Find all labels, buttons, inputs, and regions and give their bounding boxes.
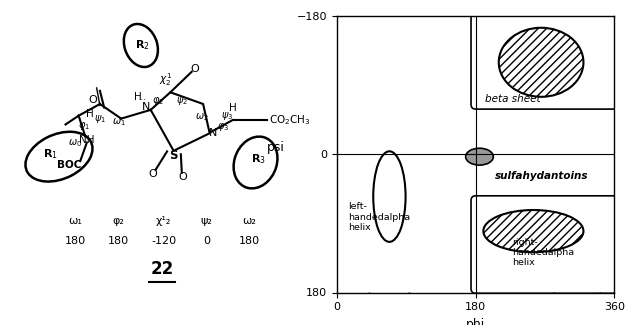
Text: 180: 180 xyxy=(107,237,129,246)
Text: 22: 22 xyxy=(151,260,174,278)
Text: O: O xyxy=(88,95,97,105)
Ellipse shape xyxy=(25,132,93,182)
Text: χ¹₂: χ¹₂ xyxy=(156,216,171,226)
Text: CO$_2$CH$_3$: CO$_2$CH$_3$ xyxy=(269,113,311,127)
Text: 180: 180 xyxy=(238,237,260,246)
Text: $\varphi_2$: $\varphi_2$ xyxy=(152,95,164,107)
Ellipse shape xyxy=(483,210,583,252)
Text: ψ₂: ψ₂ xyxy=(200,216,212,226)
X-axis label: phi: phi xyxy=(466,318,485,325)
Text: $\omega_2$: $\omega_2$ xyxy=(195,111,209,123)
Text: left-
handedalpha
helix: left- handedalpha helix xyxy=(348,202,411,232)
Text: $\chi^1_2$: $\chi^1_2$ xyxy=(159,71,172,87)
Text: ···: ··· xyxy=(139,97,146,106)
Ellipse shape xyxy=(124,24,158,67)
Text: S: S xyxy=(169,149,178,162)
Text: R$_2$: R$_2$ xyxy=(135,39,150,52)
Text: ω₂: ω₂ xyxy=(242,216,256,226)
Text: O: O xyxy=(178,172,187,182)
Text: O: O xyxy=(148,169,157,179)
Text: N: N xyxy=(142,102,150,112)
Y-axis label: psi: psi xyxy=(267,141,285,154)
Text: H: H xyxy=(134,92,142,102)
Text: $\varphi_3$: $\varphi_3$ xyxy=(217,122,229,133)
Text: N: N xyxy=(209,128,217,138)
Text: $\omega_1$: $\omega_1$ xyxy=(112,116,125,128)
Text: 180: 180 xyxy=(65,237,86,246)
FancyBboxPatch shape xyxy=(471,196,617,293)
Text: H: H xyxy=(86,109,94,119)
Text: $\psi_3$: $\psi_3$ xyxy=(220,110,233,122)
Text: $\psi_2$: $\psi_2$ xyxy=(176,95,188,107)
Ellipse shape xyxy=(499,28,583,97)
Text: $\omega_0$: $\omega_0$ xyxy=(68,137,83,150)
FancyBboxPatch shape xyxy=(471,12,617,109)
Text: BOC: BOC xyxy=(57,161,81,170)
Text: right-
handedalpha
helix: right- handedalpha helix xyxy=(513,238,575,267)
Text: H: H xyxy=(229,103,236,113)
Text: R$_1$: R$_1$ xyxy=(43,147,58,161)
Text: 0: 0 xyxy=(203,237,210,246)
Text: NH: NH xyxy=(79,135,94,145)
Text: O: O xyxy=(190,64,199,74)
Text: sulfahydantoins: sulfahydantoins xyxy=(495,171,588,181)
Ellipse shape xyxy=(373,151,406,242)
Text: -120: -120 xyxy=(151,237,176,246)
Text: $\varphi_1$: $\varphi_1$ xyxy=(77,120,89,132)
Text: $\psi_1$: $\psi_1$ xyxy=(94,113,106,124)
Text: R$_3$: R$_3$ xyxy=(251,153,266,166)
Ellipse shape xyxy=(234,136,277,188)
Ellipse shape xyxy=(466,148,493,165)
Text: beta sheet: beta sheet xyxy=(485,94,541,104)
Text: ω₁: ω₁ xyxy=(69,216,83,226)
Text: φ₂: φ₂ xyxy=(112,216,124,226)
